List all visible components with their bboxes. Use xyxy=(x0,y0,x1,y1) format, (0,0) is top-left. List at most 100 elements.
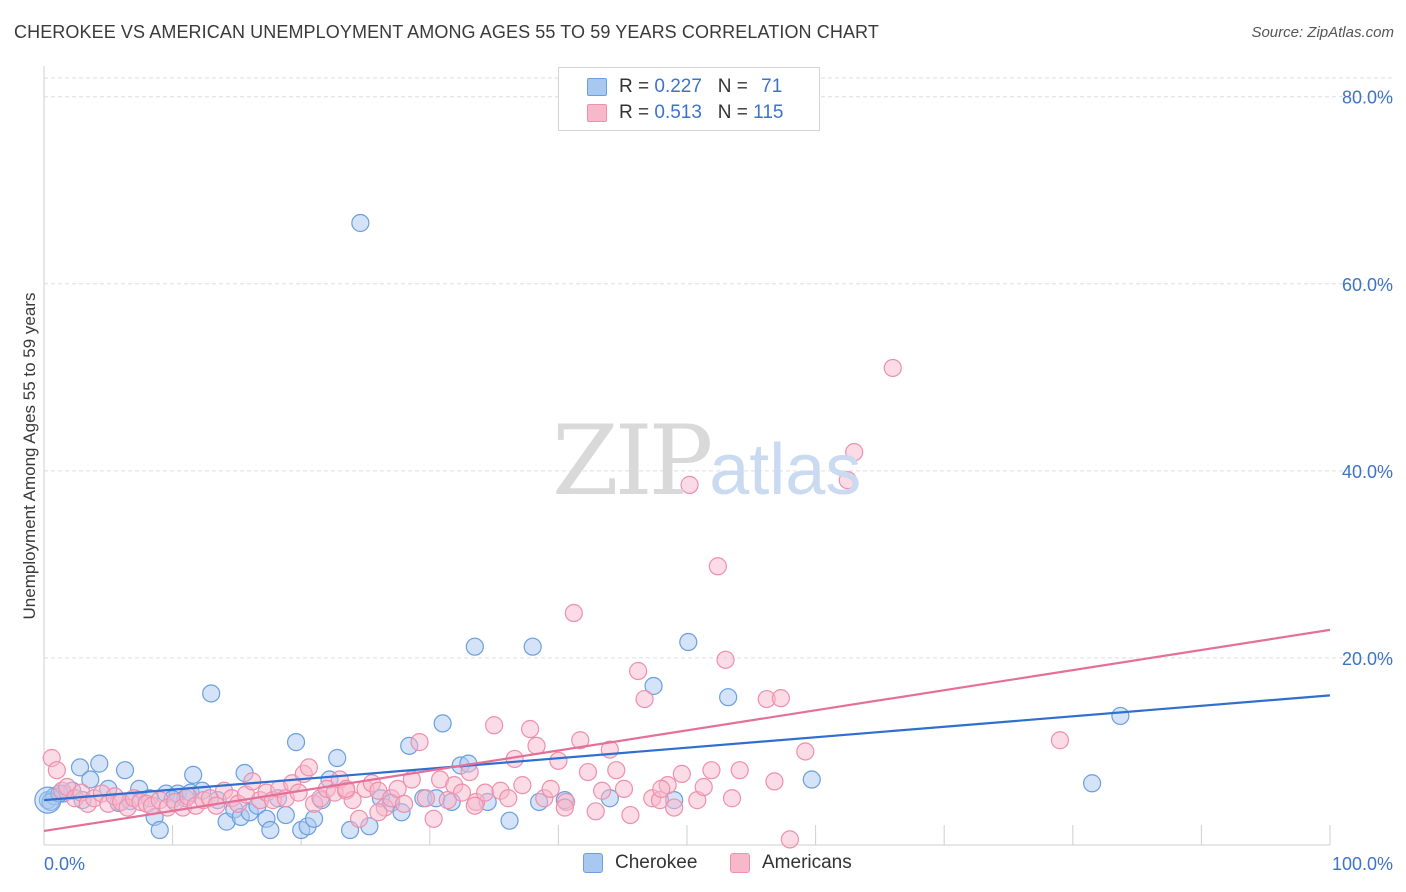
americans-point-97 xyxy=(708,557,727,576)
americans-point-112 xyxy=(555,798,574,817)
americans-point-104 xyxy=(780,830,799,849)
cherokee-point-20 xyxy=(202,684,221,703)
y-axis-label: Unemployment Among Ages 55 to 59 years xyxy=(20,293,39,620)
r-value-americans: 0.513 xyxy=(654,102,702,123)
americans-point-57 xyxy=(416,789,436,808)
americans-point-102 xyxy=(765,772,784,791)
r-value-cherokee: 0.227 xyxy=(654,76,702,97)
y-tick-label-2: 60.0% xyxy=(1342,275,1393,295)
cherokee-trend-line xyxy=(43,694,1331,802)
americans-point-113 xyxy=(465,796,484,815)
cherokee-point-61 xyxy=(679,632,698,652)
americans-point-87 xyxy=(635,689,654,709)
americans-point-47 xyxy=(349,809,369,828)
americans-point-79 xyxy=(578,762,598,782)
bottom-legend-swatch-americans xyxy=(730,853,750,873)
americans-point-99 xyxy=(722,789,742,808)
americans-point-86 xyxy=(629,661,648,681)
americans-point-83 xyxy=(607,761,626,780)
americans-point-77 xyxy=(564,603,583,623)
bottom-legend-label-americans: Americans xyxy=(762,852,852,873)
n-value-americans: 115 xyxy=(753,102,784,123)
cherokee-point-31 xyxy=(276,805,295,825)
r-label: R = xyxy=(619,102,650,123)
americans-point-71 xyxy=(521,719,540,739)
cherokee-point-13 xyxy=(150,820,169,840)
americans-point-30 xyxy=(243,772,262,791)
americans-point-70 xyxy=(513,776,532,795)
cherokee-point-40 xyxy=(351,213,370,233)
americans-point-81 xyxy=(593,781,612,800)
cherokee-point-65 xyxy=(1111,706,1130,726)
americans-point-66 xyxy=(485,716,504,735)
americans-point-72 xyxy=(527,736,546,755)
americans-point-100 xyxy=(730,761,749,780)
cherokee-point-63 xyxy=(802,770,821,789)
axes xyxy=(43,66,1331,846)
x-tick-label-0: 0.0% xyxy=(44,854,85,874)
legend-text-americans: R = 0.513 N = 115 xyxy=(619,102,783,124)
americans-point-111 xyxy=(369,803,388,822)
y-tick-label-0: 20.0% xyxy=(1342,649,1393,669)
americans-point-56 xyxy=(410,733,429,752)
cherokee-point-64 xyxy=(1082,774,1102,793)
americans-point-85 xyxy=(621,805,640,825)
americans-point-74 xyxy=(541,779,560,798)
stats-legend: R = 0.227 N = 71 R = 0.513 N = 115 xyxy=(558,67,820,131)
americans-point-106 xyxy=(838,471,857,490)
americans-point-75 xyxy=(549,751,568,770)
cherokee-point-59 xyxy=(644,676,663,696)
americans-point-60 xyxy=(438,791,457,810)
americans-point-96 xyxy=(702,761,721,780)
tick-labels: 20.0% 40.0% 60.0% 80.0% 0.0% 100.0% Unemployme… xyxy=(20,88,1393,874)
americans-point-1 xyxy=(47,761,66,780)
cherokee-point-55 xyxy=(523,637,542,656)
cherokee-point-54 xyxy=(500,811,519,830)
americans-point-109 xyxy=(1050,731,1070,750)
americans-point-91 xyxy=(665,798,684,817)
americans-point-80 xyxy=(586,802,605,821)
americans-point-98 xyxy=(716,650,735,669)
n-label: N = xyxy=(717,102,748,123)
cherokee-point-29 xyxy=(261,820,280,840)
n-label: N = xyxy=(717,76,748,97)
legend-swatch-americans xyxy=(587,104,607,122)
cherokee-point-32 xyxy=(286,733,306,752)
americans-point-58 xyxy=(424,809,443,828)
americans-point-108 xyxy=(883,358,902,378)
americans-point-78 xyxy=(571,731,590,750)
americans-point-39 xyxy=(299,758,319,777)
americans-point-92 xyxy=(672,764,691,784)
cherokee-point-6 xyxy=(90,754,109,773)
cherokee-point-62 xyxy=(719,688,738,707)
cherokee-point-48 xyxy=(433,714,452,733)
americans-point-53 xyxy=(388,779,407,798)
bottom-legend-label-cherokee: Cherokee xyxy=(615,852,698,873)
y-tick-label-3: 80.0% xyxy=(1342,88,1393,108)
bottom-legend-swatch-cherokee xyxy=(583,853,603,873)
cherokee-point-9 xyxy=(115,761,135,780)
americans-point-107 xyxy=(845,443,864,462)
r-label: R = xyxy=(619,76,650,97)
x-tick-label-1: 100.0% xyxy=(1332,854,1393,874)
americans-point-62 xyxy=(452,783,472,802)
americans-point-84 xyxy=(614,779,634,798)
y-tick-label-1: 40.0% xyxy=(1342,462,1393,482)
legend-text-cherokee: R = 0.227 N = 71 xyxy=(619,76,782,98)
source-label: Source: ZipAtlas.com xyxy=(1251,24,1394,41)
americans-trend-line xyxy=(43,628,1331,833)
cherokee-point-4 xyxy=(70,758,90,777)
cherokee-point-18 xyxy=(184,765,203,784)
americans-point-105 xyxy=(796,742,815,761)
n-value-cherokee: 71 xyxy=(761,76,783,97)
americans-point-54 xyxy=(394,794,414,813)
chart-title: CHEROKEE VS AMERICAN UNEMPLOYMENT AMONG … xyxy=(14,22,879,42)
americans-point-114 xyxy=(652,779,671,798)
cherokee-point-5 xyxy=(81,770,100,789)
cherokee-point-38 xyxy=(328,748,347,768)
cherokee-point-52 xyxy=(465,637,484,656)
americans-point-93 xyxy=(680,475,699,494)
americans-point-95 xyxy=(694,777,713,797)
legend-swatch-cherokee xyxy=(587,78,607,96)
